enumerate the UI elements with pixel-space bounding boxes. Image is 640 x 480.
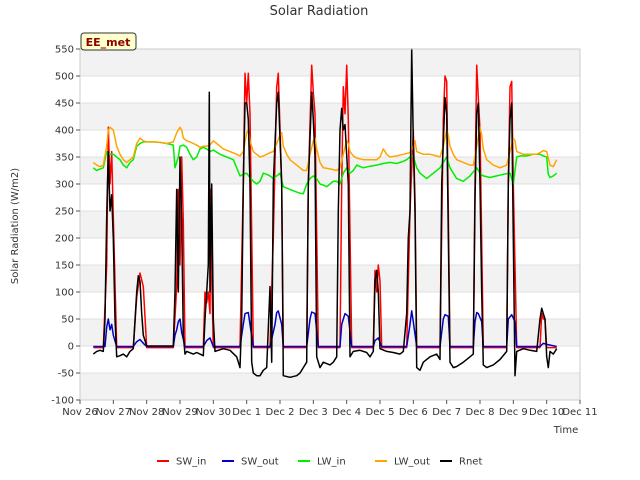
x-tick-label: Dec 6 (399, 407, 428, 418)
y-axis-label: Solar Radiation (W/m2) (10, 168, 21, 284)
x-tick-label: Nov 30 (196, 407, 231, 418)
x-tick-label: Nov 26 (62, 407, 97, 418)
x-tick-label: Dec 2 (266, 407, 295, 418)
y-tick-label: -50 (58, 369, 74, 380)
site-label-badge: EE_met (80, 32, 137, 51)
y-tick-label: 0 (68, 342, 74, 353)
y-tick-label: -100 (51, 396, 74, 407)
x-tick-label: Dec 8 (466, 407, 495, 418)
grid-band (80, 103, 580, 130)
x-tick-label: Nov 28 (129, 407, 164, 418)
x-tick-label: Dec 10 (529, 407, 564, 418)
x-tick-label: Dec 5 (366, 407, 395, 418)
y-tick-label: 100 (55, 288, 74, 299)
legend-label: LW_in (317, 457, 346, 468)
grid-band (80, 49, 580, 76)
site-label: EE_met (86, 36, 131, 49)
series-line-rnet (92, 48, 558, 379)
chart-title: Solar Radiation (270, 4, 369, 19)
legend: SW_in SW_out LW_in LW_out Rnet (157, 457, 482, 468)
legend-label: Rnet (459, 457, 482, 468)
x-tick-label: Nov 29 (162, 407, 197, 418)
y-tick-label: 200 (55, 234, 74, 245)
grid-band (80, 157, 580, 184)
grid-band (80, 319, 580, 346)
grid-band (80, 265, 580, 292)
y-tick-label: 450 (55, 99, 74, 110)
x-tick-label: Dec 7 (432, 407, 461, 418)
axes (79, 48, 581, 401)
x-tick-label: Dec 1 (232, 407, 261, 418)
x-tick-label: Dec 11 (562, 407, 597, 418)
x-axis-label: Time (553, 425, 578, 436)
y-tick-label: 550 (55, 45, 74, 56)
grid-band (80, 373, 580, 400)
plot-border (79, 48, 581, 401)
legend-label: LW_out (394, 457, 430, 468)
y-tick-label: 150 (55, 261, 74, 272)
x-tick-label: Dec 3 (299, 407, 328, 418)
y-tick-label: 50 (61, 315, 74, 326)
grid-band (80, 211, 580, 238)
legend-label: SW_out (241, 457, 279, 468)
x-tick-label: Dec 4 (332, 407, 361, 418)
y-tick-label: 500 (55, 72, 74, 83)
y-tick-label: 350 (55, 153, 74, 164)
x-tick-label: Dec 9 (499, 407, 528, 418)
y-tick-label: 250 (55, 207, 74, 218)
plot-background (80, 49, 580, 400)
x-tick-label: Nov 27 (96, 407, 131, 418)
legend-label: SW_in (176, 457, 206, 468)
series-lines (92, 48, 558, 379)
y-ticks: -100 -50 0 50 100 150 200 250 300 350 400 450 500 550 (51, 45, 80, 407)
y-tick-label: 300 (55, 180, 74, 191)
site-label-box (80, 32, 137, 51)
y-tick-label: 400 (55, 126, 74, 137)
